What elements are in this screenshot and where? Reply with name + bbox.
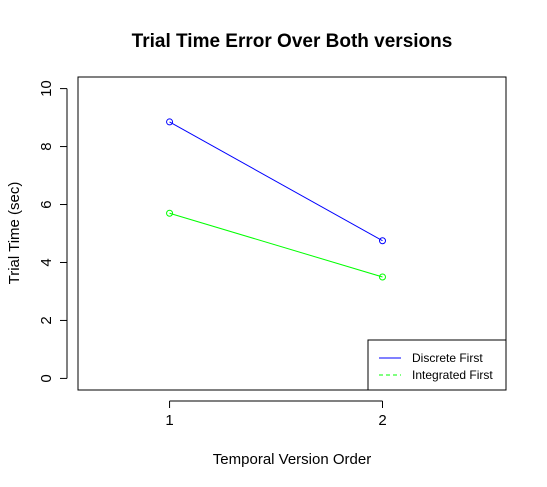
y-axis: 0 2 4 6 8 10 bbox=[38, 80, 68, 383]
data-point bbox=[166, 118, 174, 126]
legend-label: Discrete First bbox=[412, 351, 483, 365]
x-axis-label: Temporal Version Order bbox=[213, 451, 371, 468]
data-point bbox=[166, 209, 174, 217]
y-tick-label: 2 bbox=[38, 316, 55, 324]
x-tick-label: 1 bbox=[165, 412, 173, 429]
x-tick-label: 2 bbox=[378, 412, 386, 429]
y-tick-label: 0 bbox=[38, 374, 55, 382]
series-2 bbox=[166, 209, 386, 281]
series-line bbox=[169, 121, 383, 242]
plot-frame bbox=[77, 76, 507, 391]
y-tick-label: 10 bbox=[38, 80, 55, 97]
y-tick-label: 4 bbox=[38, 258, 55, 266]
legend-box bbox=[367, 339, 507, 391]
data-point bbox=[378, 237, 386, 245]
legend: Discrete First Integrated First bbox=[367, 339, 507, 391]
legend-label: Integrated First bbox=[412, 368, 493, 382]
series-line bbox=[169, 212, 383, 278]
chart-title: Trial Time Error Over Both versions bbox=[132, 31, 453, 52]
data-point bbox=[378, 273, 386, 281]
y-axis-label: Trial Time (sec) bbox=[6, 182, 23, 285]
series-1 bbox=[166, 118, 386, 245]
series-layer bbox=[166, 118, 386, 281]
y-tick-label: 6 bbox=[38, 200, 55, 208]
y-tick-label: 8 bbox=[38, 142, 55, 150]
